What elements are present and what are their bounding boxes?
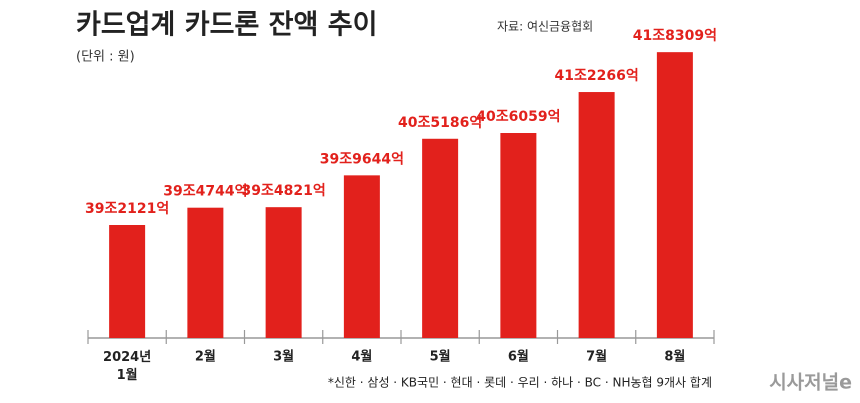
- x-tick-label: 2024년 1월: [103, 350, 151, 383]
- value-label: 39조9644억: [320, 151, 404, 167]
- subtitle: 자료: 여신금융협회: [497, 20, 593, 34]
- bar: [500, 133, 537, 338]
- chart-title: 카드업계 카드론 잔액 추이: [76, 10, 377, 41]
- unit-note: (단위 : 원): [76, 50, 135, 65]
- x-tick-label: 5월: [430, 349, 451, 365]
- bar: [656, 52, 693, 339]
- value-label: 41조2266억: [555, 68, 639, 84]
- x-tick-label: 4월: [351, 349, 372, 365]
- value-label: 41조8309억: [633, 28, 717, 44]
- x-tick-label: 3월: [273, 349, 294, 365]
- bar: [109, 225, 146, 338]
- x-tick-label: 2월: [195, 349, 216, 365]
- value-label: 39조4744억: [163, 184, 247, 200]
- bar: [422, 138, 459, 338]
- x-tick-label: 7월: [586, 349, 607, 365]
- value-label: 40조6059억: [476, 109, 560, 125]
- bar: [578, 92, 615, 338]
- bar: [343, 175, 380, 338]
- x-tick-label: 8월: [664, 349, 685, 365]
- source-logo: 시사저널e: [769, 372, 852, 394]
- value-label: 39조4821억: [242, 183, 326, 199]
- bar: [265, 207, 302, 338]
- bar: [187, 207, 224, 338]
- value-label: 40조5186억: [398, 115, 482, 131]
- value-label: 39조2121억: [85, 201, 169, 217]
- footnote: *신한 · 삼성 · KB국민 · 현대 · 롯데 · 우리 · 하나 · BC…: [328, 376, 712, 390]
- x-tick-label: 6월: [508, 349, 529, 365]
